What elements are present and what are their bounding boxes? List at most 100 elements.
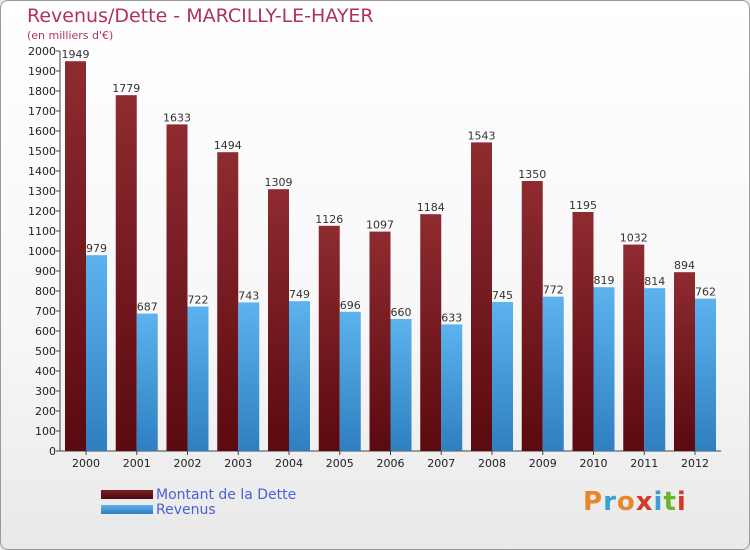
logo-letter: o — [616, 487, 636, 517]
x-tick-label: 2010 — [580, 457, 608, 470]
y-tick-label: 100 — [35, 425, 56, 438]
y-tick-label: 1000 — [28, 245, 56, 258]
y-tick-label: 1500 — [28, 145, 56, 158]
data-label-dette: 1543 — [468, 129, 496, 142]
data-label-dette: 1032 — [620, 232, 648, 245]
y-tick-label: 2000 — [28, 45, 56, 58]
chart-legend: Montant de la Dette Revenus — [101, 486, 297, 518]
data-label-revenus: 696 — [340, 299, 361, 312]
data-label-revenus: 633 — [441, 311, 462, 324]
legend-label-revenus: Revenus — [156, 501, 216, 518]
legend-swatch-revenus — [101, 505, 153, 514]
x-tick-label: 2003 — [224, 457, 252, 470]
proxiti-logo: Proxiti — [583, 487, 687, 517]
bar-revenus — [187, 306, 209, 451]
data-label-revenus: 745 — [492, 289, 513, 302]
y-tick-label: 1100 — [28, 225, 56, 238]
legend-swatch-dette — [101, 490, 153, 499]
x-tick-label: 2005 — [326, 457, 354, 470]
bar-dette — [65, 61, 86, 451]
data-label-revenus: 687 — [137, 301, 158, 314]
bar-dette — [318, 225, 340, 451]
data-label-dette: 1949 — [62, 48, 90, 61]
y-tick-label: 800 — [35, 285, 56, 298]
bar-revenus — [695, 298, 716, 451]
bar-revenus — [390, 319, 412, 451]
x-tick-label: 2012 — [681, 457, 709, 470]
data-label-dette: 1633 — [163, 111, 191, 124]
logo-letter: t — [663, 487, 677, 517]
logo-letter: i — [653, 487, 664, 517]
y-tick-label: 1700 — [28, 105, 56, 118]
data-label-revenus: 814 — [644, 275, 665, 288]
bar-revenus — [492, 302, 513, 451]
y-tick-label: 1400 — [28, 165, 56, 178]
bar-dette — [623, 244, 645, 451]
bar-dette — [674, 272, 695, 451]
bar-revenus — [542, 296, 564, 451]
bar-dette — [268, 189, 289, 451]
data-label-revenus: 762 — [695, 286, 716, 299]
logo-letter: i — [676, 487, 687, 517]
bar-revenus — [441, 324, 463, 451]
legend-item-revenus: Revenus — [101, 501, 296, 518]
data-label-revenus: 743 — [238, 289, 259, 302]
bar-revenus — [644, 288, 666, 451]
x-tick-label: 2011 — [630, 457, 658, 470]
data-label-revenus: 749 — [289, 288, 310, 301]
data-label-dette: 1309 — [265, 176, 293, 189]
logo-letter: r — [603, 487, 617, 517]
bar-dette — [115, 95, 137, 451]
y-tick-label: 900 — [35, 265, 56, 278]
x-tick-label: 2006 — [377, 457, 405, 470]
data-label-revenus: 979 — [86, 242, 107, 255]
legend-label-dette: Montant de la Dette — [156, 486, 297, 503]
y-tick-label: 400 — [35, 365, 56, 378]
y-tick-label: 1300 — [28, 185, 56, 198]
y-tick-label: 1200 — [28, 205, 56, 218]
bar-revenus — [238, 302, 260, 451]
data-label-dette: 1184 — [417, 201, 445, 214]
bar-revenus — [339, 311, 361, 451]
bar-revenus — [136, 313, 158, 451]
y-tick-label: 1800 — [28, 85, 56, 98]
y-tick-label: 0 — [49, 445, 56, 458]
bar-dette — [420, 214, 442, 451]
data-label-dette: 894 — [674, 259, 695, 272]
y-tick-label: 700 — [35, 305, 56, 318]
y-tick-label: 500 — [35, 345, 56, 358]
bar-dette — [521, 181, 543, 451]
x-tick-label: 2009 — [529, 457, 557, 470]
bar-dette — [471, 142, 492, 451]
data-label-revenus: 819 — [594, 274, 615, 287]
y-tick-label: 1900 — [28, 65, 56, 78]
data-label-revenus: 772 — [543, 284, 564, 297]
data-label-dette: 1126 — [315, 213, 343, 226]
bar-revenus — [289, 301, 310, 451]
data-label-revenus: 660 — [391, 306, 412, 319]
x-tick-label: 2002 — [174, 457, 202, 470]
data-label-revenus: 722 — [188, 294, 209, 307]
y-tick-label: 600 — [35, 325, 56, 338]
x-tick-label: 2007 — [427, 457, 455, 470]
x-tick-label: 2004 — [275, 457, 303, 470]
x-tick-label: 2001 — [123, 457, 151, 470]
chart-title: Revenus/Dette - MARCILLY-LE-HAYER — [27, 5, 374, 27]
bar-revenus — [593, 287, 615, 451]
bar-dette — [217, 152, 239, 451]
data-label-dette: 1350 — [518, 168, 546, 181]
y-tick-label: 300 — [35, 385, 56, 398]
x-tick-label: 2008 — [478, 457, 506, 470]
logo-letter: x — [635, 487, 654, 517]
bar-dette — [572, 212, 594, 451]
y-tick-label: 200 — [35, 405, 56, 418]
x-tick-label: 2000 — [72, 457, 100, 470]
bar-dette — [369, 231, 391, 451]
data-label-dette: 1779 — [112, 82, 140, 95]
chart-subtitle: (en milliers d'€) — [27, 29, 114, 42]
logo-letter: P — [583, 487, 604, 517]
data-label-dette: 1195 — [569, 199, 597, 212]
bar-dette — [166, 124, 188, 452]
